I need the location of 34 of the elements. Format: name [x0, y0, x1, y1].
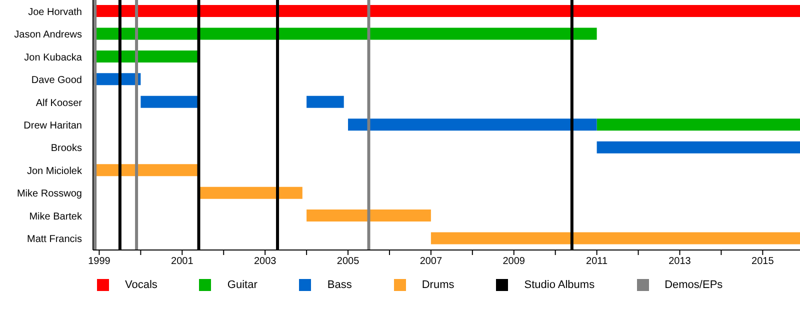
bar — [140, 96, 199, 108]
y-tick-label: Mike Rosswog — [16, 188, 82, 200]
bar — [430, 232, 800, 244]
x-tick-label: 1999 — [88, 256, 111, 268]
x-tick-label: 2009 — [502, 256, 526, 268]
legend-label: Bass — [327, 279, 352, 291]
y-tick-label: Alf Kooser — [36, 98, 83, 109]
bar — [596, 141, 800, 154]
legend-label: Guitar — [227, 279, 258, 291]
legend-label: Studio Albums — [524, 279, 595, 291]
y-tick-label: Jon Kubacka — [24, 52, 82, 64]
x-tick-label: 2013 — [668, 256, 692, 268]
legend-label: Demos/EPs — [664, 279, 723, 291]
y-tick-label: Brooks — [50, 143, 82, 154]
y-tick-label: Jason Andrews — [14, 30, 82, 41]
x-tick-label: 2007 — [420, 256, 443, 268]
bar — [306, 96, 344, 108]
y-tick-label: Jon Miciolek — [26, 166, 83, 177]
x-tick-label: 2005 — [336, 256, 360, 268]
bar — [596, 118, 800, 131]
y-tick-label: Joe Horvath — [28, 6, 82, 18]
x-tick-label: 2015 — [752, 256, 774, 268]
y-tick-label: Mike Bartek — [29, 211, 83, 222]
bar — [306, 210, 431, 222]
y-tick-label: Dave Good — [31, 75, 82, 86]
x-tick-label: 2011 — [586, 256, 608, 268]
bar — [348, 118, 597, 131]
y-tick-label: Matt Francis — [26, 234, 82, 246]
x-tick-label: 2001 — [171, 256, 194, 268]
x-tick-label: 2003 — [254, 256, 277, 268]
legend-label: Vocals — [125, 279, 158, 291]
legend-label: Drums — [422, 279, 454, 291]
bar — [198, 186, 302, 199]
y-tick-label: Drew Haritan — [24, 120, 82, 132]
